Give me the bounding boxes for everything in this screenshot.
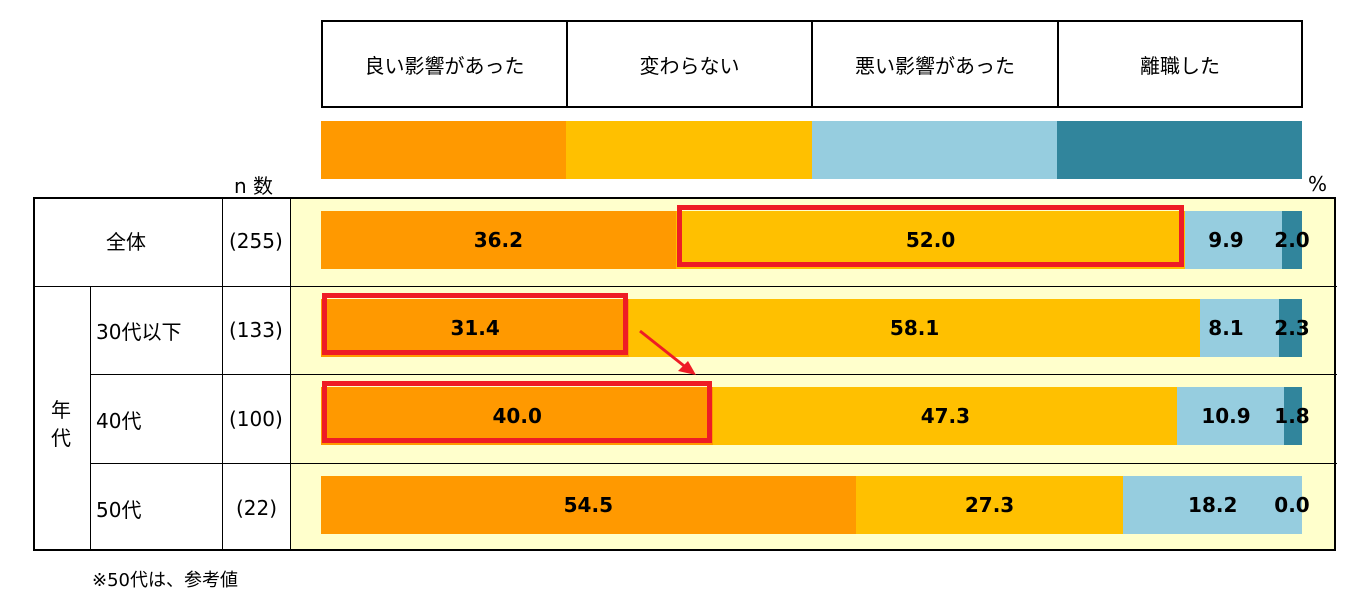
- bar-same-1: [629, 299, 1200, 357]
- footnote: ※50代は、参考値: [92, 570, 238, 591]
- legend-label-good: 良い影響があった: [364, 53, 525, 78]
- row-label-50s: 50代: [96, 498, 142, 522]
- highlight-box-0: [676, 205, 1185, 267]
- bar-bad-2: [1177, 387, 1285, 445]
- bar-bad-1: [1199, 299, 1280, 357]
- legend-box-good: 良い影響があった: [321, 20, 568, 108]
- row-n-50s: (22): [236, 496, 278, 520]
- row-label-total: 全体: [106, 230, 146, 254]
- value-label-quit-1: 2.3: [1274, 316, 1310, 340]
- value-label-good-1: 31.4: [450, 316, 500, 340]
- value-label-good-3: 54.5: [563, 493, 613, 517]
- legend-box-bad: 悪い影響があった: [811, 20, 1059, 108]
- bar-quit-1: [1279, 299, 1302, 357]
- bar-same-2: [713, 387, 1178, 445]
- value-label-same-0: 52.0: [905, 228, 956, 252]
- value-label-good-0: 36.2: [473, 228, 524, 252]
- value-label-quit-0: 2.0: [1274, 228, 1310, 252]
- legend-label-same: 変わらない: [639, 53, 740, 78]
- bar-quit-0: [1282, 211, 1302, 269]
- row-n-40s: (100): [229, 407, 283, 431]
- legend-swatch-same: [566, 121, 812, 179]
- value-label-good-2: 40.0: [492, 404, 542, 428]
- legend-label-quit: 離職した: [1140, 53, 1220, 78]
- legend-swatch-quit: [1057, 121, 1302, 179]
- value-label-bad-2: 10.9: [1201, 404, 1251, 428]
- bar-same-0: [675, 211, 1186, 269]
- legend-swatch-good: [321, 121, 566, 179]
- row-n-30s: (133): [229, 318, 283, 342]
- bar-good-1: [321, 299, 630, 357]
- group-label-char: 代: [51, 426, 71, 450]
- bar-same-3: [855, 476, 1124, 534]
- row-divider: [90, 374, 1337, 375]
- arrow-head: [678, 361, 696, 375]
- row-n-total: (255): [229, 229, 283, 253]
- bar-good-3: [321, 476, 856, 534]
- value-label-same-3: 27.3: [964, 493, 1015, 517]
- legend-box-same: 変わらない: [566, 20, 813, 108]
- value-label-quit-2: 1.8: [1274, 404, 1310, 428]
- row-label-40s: 40代: [96, 409, 142, 433]
- row-divider: [34, 286, 1337, 287]
- col-divider: [222, 198, 223, 550]
- n-header: n 数: [234, 174, 274, 198]
- arrow-line: [639, 329, 689, 371]
- unit-label: %: [1308, 172, 1328, 196]
- legend-label-bad: 悪い影響があった: [855, 53, 1015, 78]
- value-label-quit-3: 0.0: [1274, 493, 1310, 517]
- bar-good-2: [321, 387, 714, 445]
- row-divider: [90, 463, 1337, 464]
- bar-quit-2: [1284, 387, 1302, 445]
- value-label-bad-3: 18.2: [1188, 493, 1238, 517]
- bar-bad-3: [1123, 476, 1302, 534]
- row-label-30s: 30代以下: [96, 320, 182, 344]
- value-label-same-1: 58.1: [889, 316, 940, 340]
- highlight-box-1: [322, 293, 629, 355]
- bar-bad-0: [1185, 211, 1283, 269]
- col-divider: [290, 198, 291, 550]
- value-label-same-2: 47.3: [920, 404, 971, 428]
- legend-swatch-bad: [812, 121, 1057, 179]
- legend-box-quit: 離職した: [1057, 20, 1303, 108]
- value-label-bad-1: 8.1: [1208, 316, 1244, 340]
- value-label-bad-0: 9.9: [1208, 228, 1244, 252]
- col-divider: [90, 286, 91, 550]
- bar-good-0: [321, 211, 676, 269]
- group-label-char: 年: [51, 398, 71, 422]
- highlight-box-2: [322, 381, 713, 443]
